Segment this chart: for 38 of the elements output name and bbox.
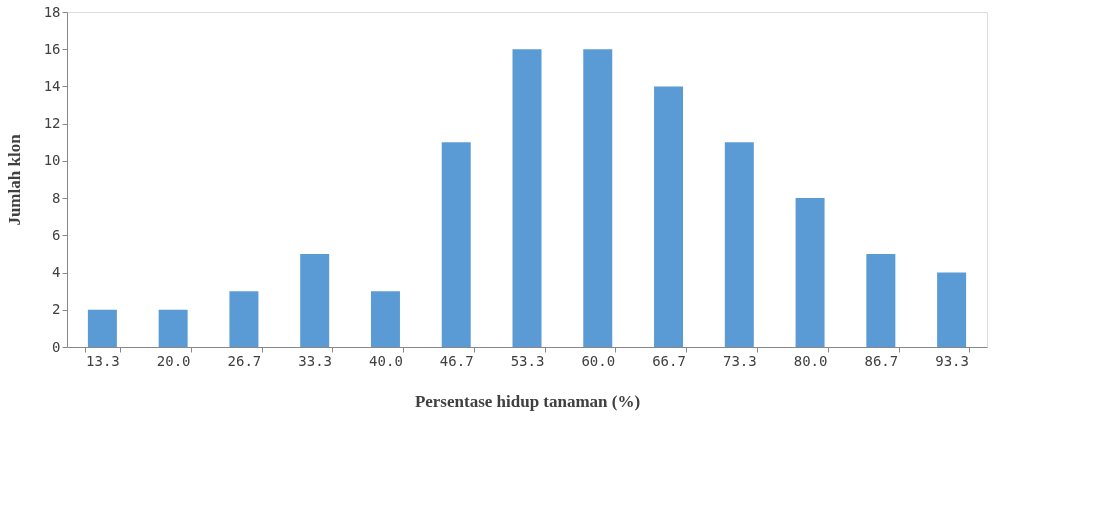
x-axis-title: Persentase hidup tanaman (%) <box>414 391 641 411</box>
bar <box>937 272 967 347</box>
bar <box>229 291 259 347</box>
bar <box>866 253 896 347</box>
x-tick-label: 33.3 <box>298 352 333 369</box>
x-tick-label: 53.3 <box>510 352 545 369</box>
bar <box>724 142 754 347</box>
bar <box>370 291 400 347</box>
x-tick-label: 20.0 <box>156 352 191 369</box>
bar <box>300 253 330 347</box>
y-tick-label: 10 <box>43 152 61 169</box>
bar <box>158 309 188 347</box>
x-tick-label: 40.0 <box>369 352 403 369</box>
y-tick-label: 4 <box>52 264 61 281</box>
x-tick-label: 93.3 <box>935 352 969 369</box>
bar <box>654 86 684 347</box>
x-tick-label: 26.7 <box>227 352 262 369</box>
y-axis-title: Jumlah klon <box>4 133 24 226</box>
x-tick-label: 13.3 <box>86 352 120 369</box>
y-tick-label: 14 <box>43 77 61 94</box>
y-tick-label: 0 <box>52 338 61 355</box>
y-tick-label: 12 <box>43 115 61 132</box>
x-tick-label: 86.7 <box>864 352 899 369</box>
y-tick-label: 16 <box>43 40 61 57</box>
x-tick-label: 80.0 <box>793 352 828 369</box>
y-tick-label: 2 <box>52 301 61 318</box>
bar <box>583 49 613 347</box>
x-tick-label: 66.7 <box>652 352 686 369</box>
bar <box>441 142 471 347</box>
y-tick-label: 6 <box>52 226 61 243</box>
bar <box>512 49 542 347</box>
x-tick-label: 73.3 <box>722 352 757 369</box>
x-tick-label: 46.7 <box>439 352 474 369</box>
bar <box>87 309 117 347</box>
bar <box>795 198 825 347</box>
x-tick-label: 60.0 <box>581 352 616 369</box>
y-tick-label: 18 <box>43 3 61 20</box>
y-tick-label: 8 <box>52 189 61 206</box>
